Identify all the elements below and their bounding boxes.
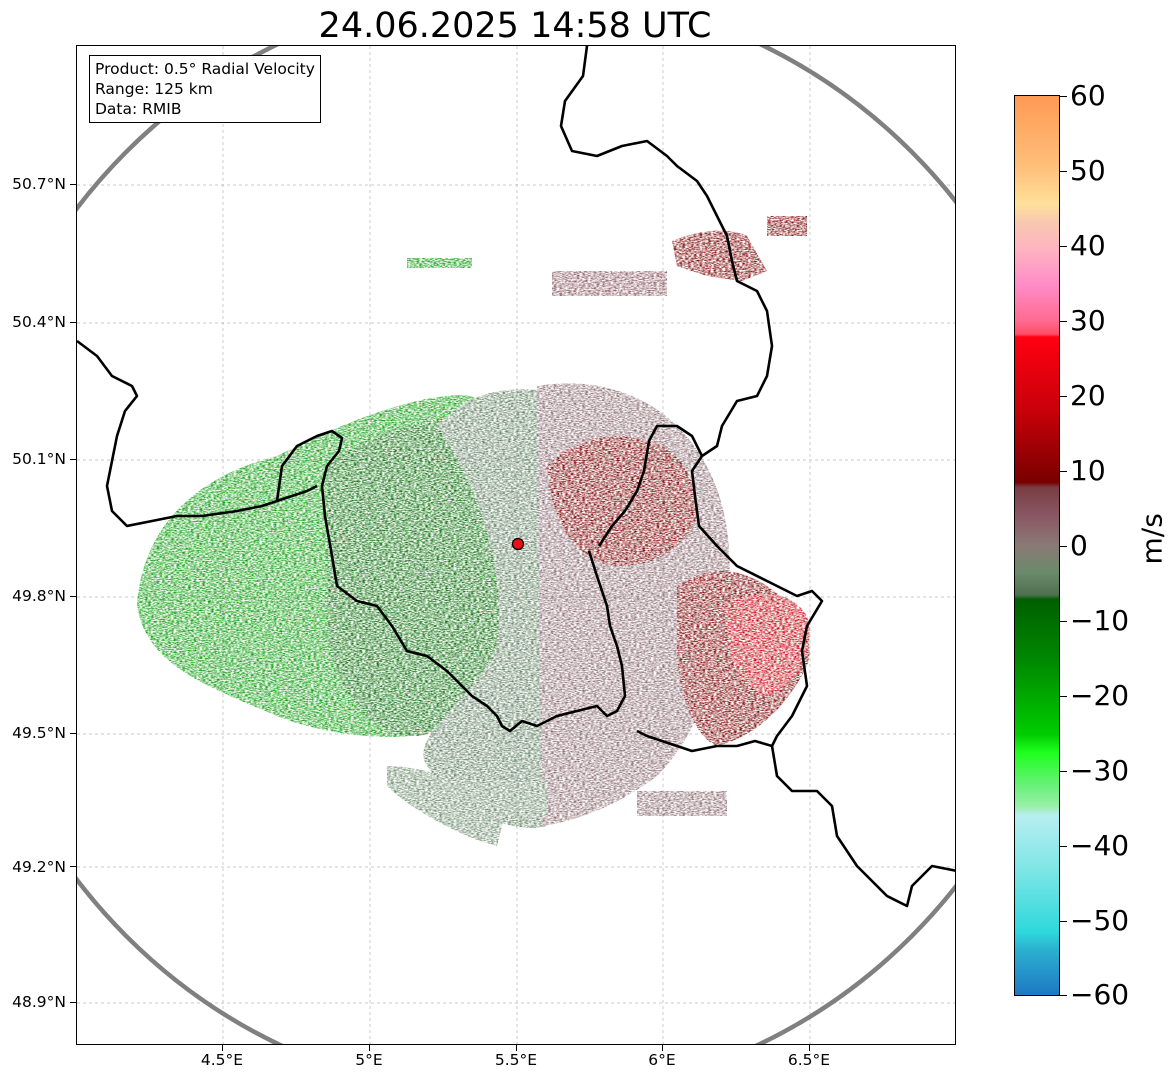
radar-map[interactable] — [76, 45, 956, 1045]
lat-label: 49.8°N — [12, 587, 66, 605]
colorbar-tick-label: 30 — [1070, 304, 1106, 337]
lat-label: 48.9°N — [12, 993, 66, 1011]
inbound-core-area — [327, 422, 517, 736]
colorbar-tick-label: 40 — [1070, 229, 1106, 262]
colorbar-tick-label: −50 — [1070, 904, 1130, 937]
colorbar-tick-label: −20 — [1070, 679, 1130, 712]
colorbar-tick-label: −60 — [1070, 978, 1130, 1011]
radar-map-canvas — [77, 46, 955, 1044]
lat-label: 50.4°N — [12, 313, 66, 331]
product-label: Product: 0.5° Radial Velocity — [95, 60, 315, 78]
lon-label: 6.5°E — [787, 1051, 831, 1069]
velocity-colorbar — [1014, 95, 1060, 996]
outbound-max-area — [727, 593, 810, 696]
data-source-label: Data: RMIB — [95, 100, 182, 118]
lon-label: 6°E — [648, 1051, 676, 1069]
colorbar-tick-label: −10 — [1070, 604, 1130, 637]
radar-site-marker — [511, 537, 525, 551]
colorbar-tick-label: 20 — [1070, 379, 1106, 412]
colorbar-gradient — [1015, 96, 1059, 995]
lat-label: 49.5°N — [12, 724, 66, 742]
colorbar-tick-label: 0 — [1070, 529, 1088, 562]
inbound-weak-area — [423, 389, 547, 828]
lon-label: 5°E — [355, 1051, 383, 1069]
lat-label: 50.7°N — [12, 175, 66, 193]
velocity-echoes — [137, 216, 810, 846]
colorbar-tick-label: −30 — [1070, 754, 1130, 787]
product-info-box: Product: 0.5° Radial Velocity Range: 125… — [89, 55, 321, 123]
colorbar-tick-label: −40 — [1070, 829, 1130, 862]
country-borders — [77, 46, 955, 908]
lat-label: 50.1°N — [12, 450, 66, 468]
outbound-strong-area — [547, 436, 697, 566]
colorbar-tick-label: 10 — [1070, 454, 1106, 487]
colorbar-unit-label: m/s — [1135, 513, 1169, 565]
lon-label: 5.5°E — [494, 1051, 538, 1069]
colorbar-tick-label: 50 — [1070, 154, 1106, 187]
colorbar-tick-label: 60 — [1070, 79, 1106, 112]
lon-label: 4.5°E — [200, 1051, 244, 1069]
range-label: Range: 125 km — [95, 80, 213, 98]
map-title: 24.06.2025 14:58 UTC — [318, 6, 712, 46]
lat-label: 49.2°N — [12, 858, 66, 876]
